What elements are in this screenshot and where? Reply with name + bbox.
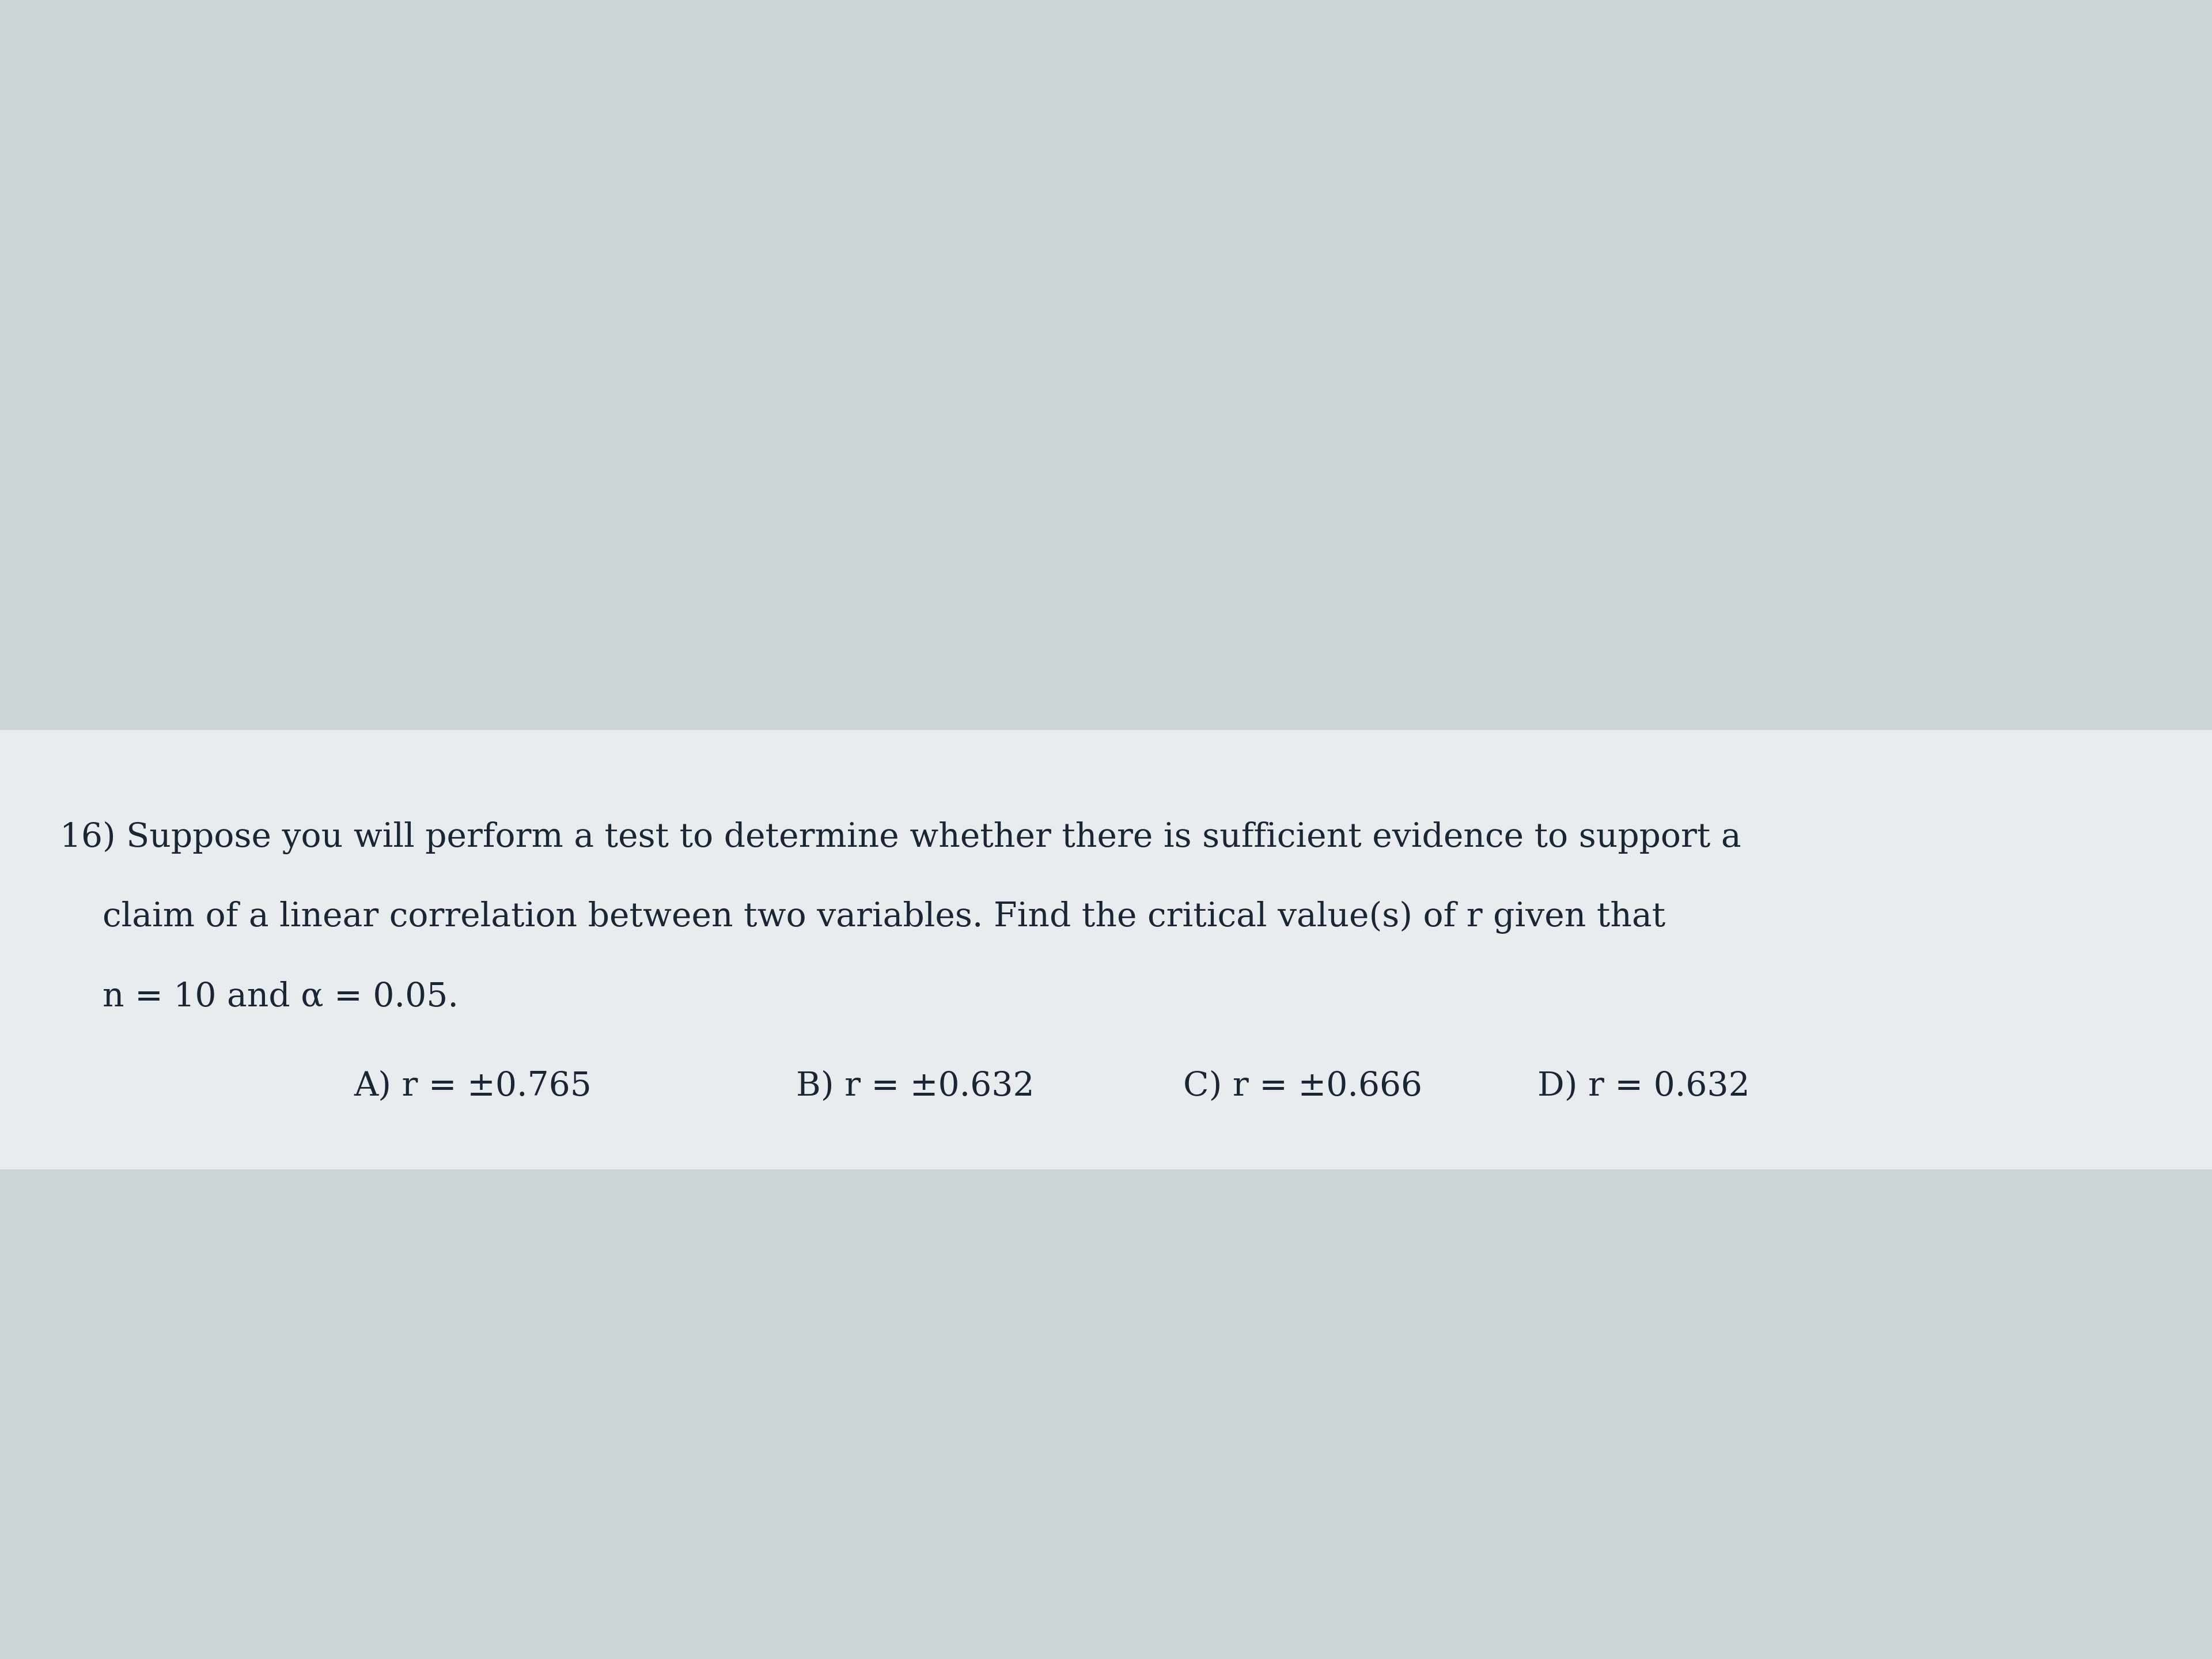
- Text: n = 10 and α = 0.05.: n = 10 and α = 0.05.: [60, 980, 458, 1012]
- FancyBboxPatch shape: [0, 730, 2212, 1170]
- Text: 16) Suppose you will perform a test to determine whether there is sufficient evi: 16) Suppose you will perform a test to d…: [60, 821, 1741, 854]
- Text: claim of a linear correlation between two variables. Find the critical value(s) : claim of a linear correlation between tw…: [60, 901, 1666, 934]
- Text: A) r = ±0.765: A) r = ±0.765: [354, 1070, 593, 1102]
- Text: D) r = 0.632: D) r = 0.632: [1537, 1070, 1750, 1102]
- Text: C) r = ±0.666: C) r = ±0.666: [1183, 1070, 1422, 1102]
- Text: B) r = ±0.632: B) r = ±0.632: [796, 1070, 1035, 1102]
